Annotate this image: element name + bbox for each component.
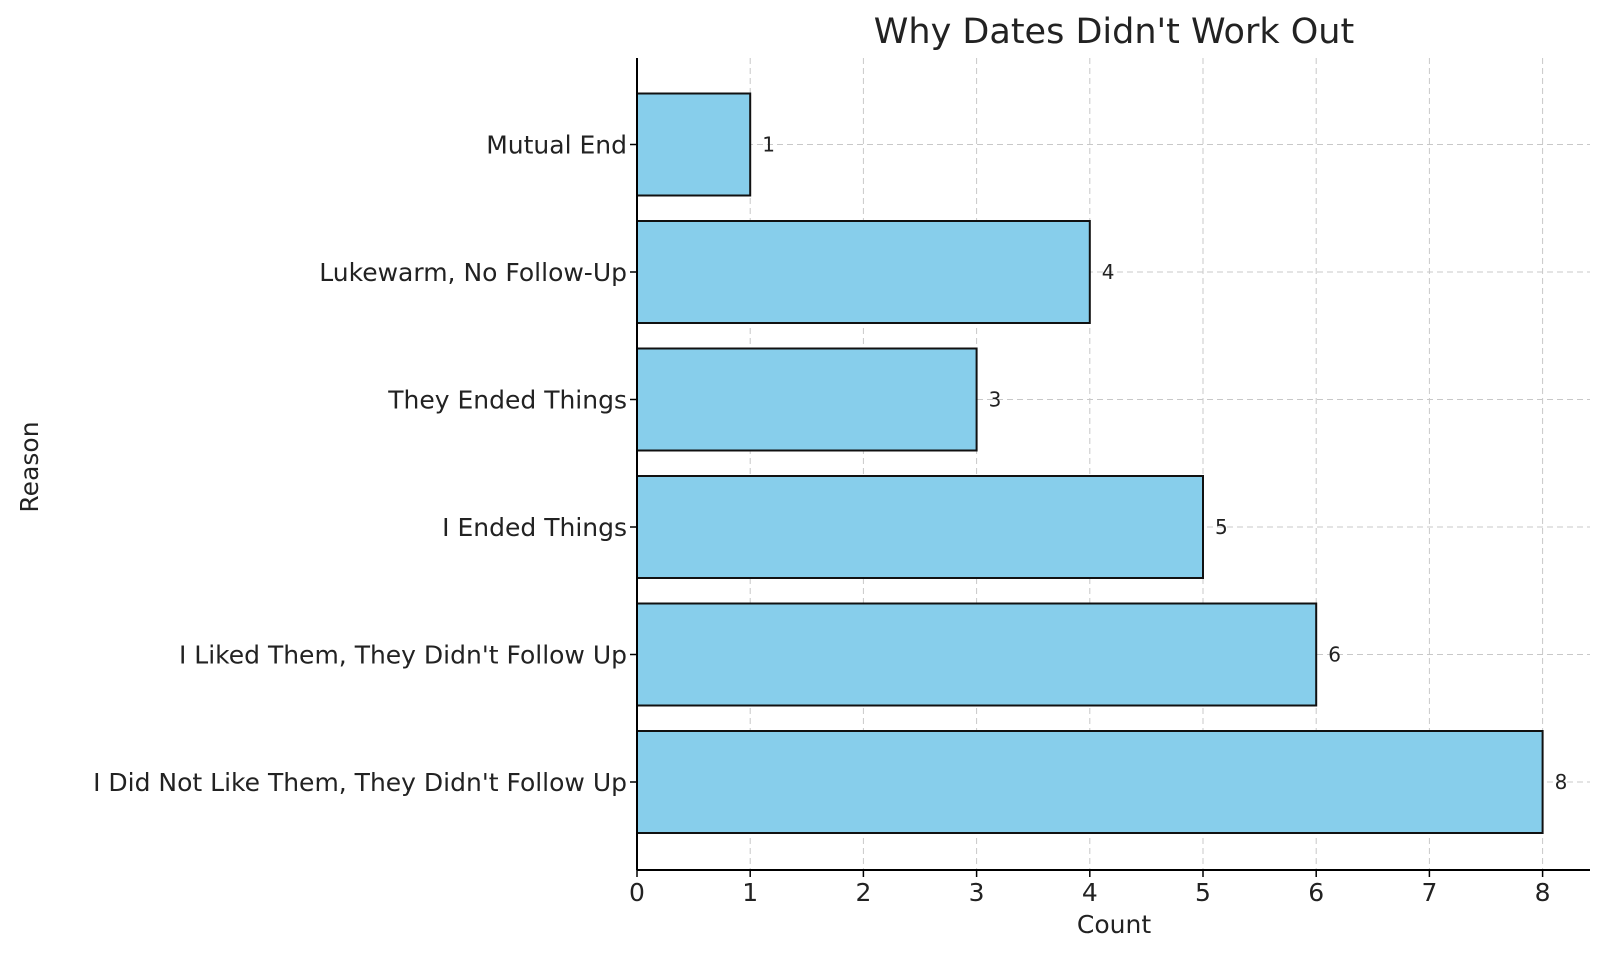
x-tick-label: 1: [742, 878, 758, 907]
bar: [636, 220, 1091, 324]
x-tick-label: 7: [1421, 878, 1437, 907]
chart-title: Why Dates Didn't Work Out: [874, 12, 1354, 52]
x-tick-label: 6: [1308, 878, 1324, 907]
y-tick-label: I Did Not Like Them, They Didn't Follow …: [93, 768, 627, 797]
y-tick-label: Mutual End: [486, 131, 627, 160]
y-tick-label: I Liked Them, They Didn't Follow Up: [179, 641, 627, 670]
y-axis-label: Reason: [15, 421, 44, 512]
data-label: 6: [1328, 643, 1341, 667]
bars: [636, 92, 1544, 834]
bar: [636, 602, 1318, 707]
x-tick-label: 2: [855, 878, 871, 907]
labels: 8 I Did Not Like Them, They Didn't Follow…: [93, 131, 1567, 908]
bar: [636, 475, 1204, 579]
x-tick-label: 3: [969, 878, 985, 907]
x-tick-label: 4: [1082, 878, 1098, 907]
bar: [636, 347, 978, 452]
data-label: 4: [1102, 260, 1115, 284]
x-tick-label: 5: [1195, 878, 1211, 907]
data-label: 3: [989, 388, 1002, 412]
y-tick-label: They Ended Things: [387, 386, 627, 415]
x-axis-label: Count: [1077, 910, 1151, 939]
data-label: 8: [1555, 770, 1568, 794]
data-label: 1: [762, 133, 775, 157]
bar: [636, 730, 1544, 834]
y-tick-label: Lukewarm, No Follow-Up: [319, 258, 627, 287]
data-label: 5: [1215, 515, 1228, 539]
y-tick-label: I Ended Things: [442, 513, 627, 542]
x-tick-label: 0: [629, 878, 645, 907]
x-tick-label: 8: [1535, 878, 1551, 907]
axes: [630, 58, 1590, 877]
bar: [636, 92, 752, 197]
